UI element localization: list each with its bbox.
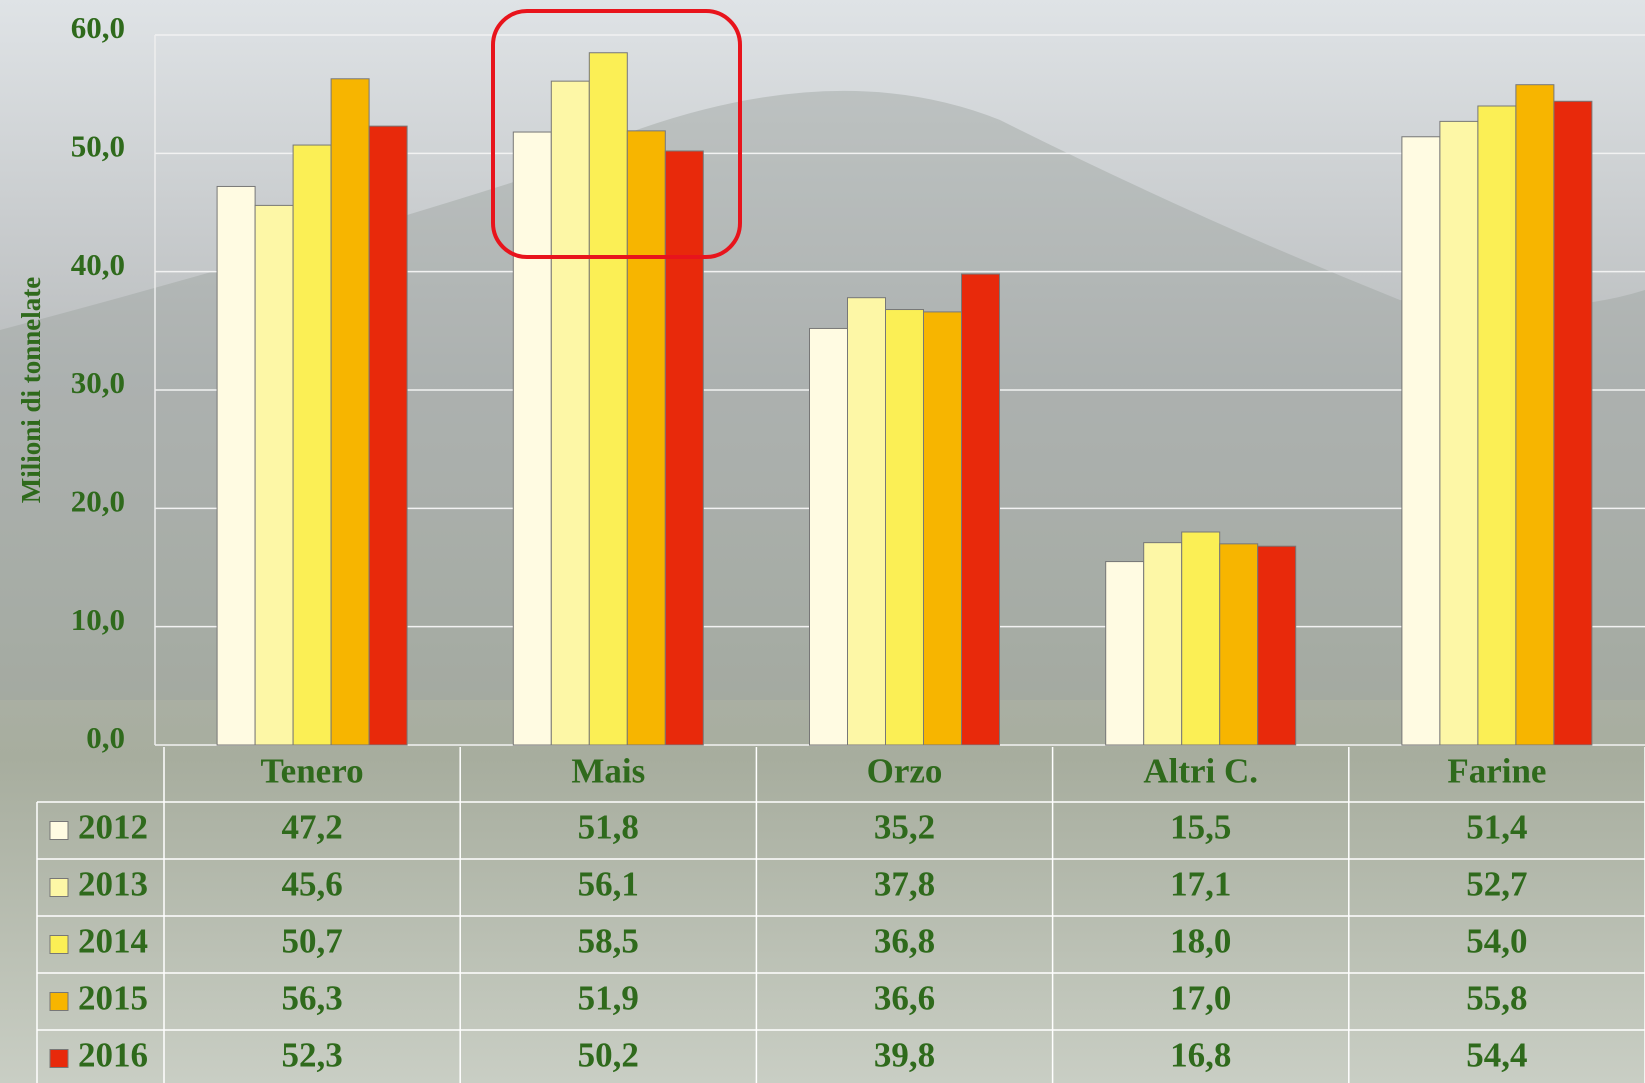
data-label: 50,2 (578, 1036, 639, 1075)
data-label: 58,5 (578, 922, 639, 961)
y-tick-label: 50,0 (71, 128, 125, 163)
legend-label: 2013 (78, 865, 148, 904)
y-tick-label: 40,0 (71, 247, 125, 282)
bar (217, 186, 255, 745)
data-label: 47,2 (281, 808, 342, 847)
x-tick-label: Orzo (867, 752, 943, 791)
data-label: 52,3 (281, 1036, 342, 1075)
data-label: 18,0 (1170, 922, 1231, 961)
x-tick-label: Mais (571, 752, 645, 791)
bar (1258, 546, 1296, 745)
data-label: 50,7 (281, 922, 342, 961)
data-label: 56,3 (281, 979, 342, 1018)
y-tick-label: 10,0 (71, 602, 125, 637)
data-label: 55,8 (1466, 979, 1527, 1018)
bar (1478, 106, 1516, 745)
legend-label: 2015 (78, 979, 148, 1018)
data-label: 51,9 (578, 979, 639, 1018)
data-label: 45,6 (281, 865, 342, 904)
legend-label: 2012 (78, 808, 148, 847)
bar (551, 81, 589, 745)
legend-swatch (50, 993, 68, 1011)
bar (810, 328, 848, 745)
x-tick-label: Farine (1447, 752, 1546, 791)
bar (1440, 121, 1478, 745)
y-axis-label: Milioni di tonnelate (16, 277, 46, 504)
bar (665, 151, 703, 745)
bar (848, 298, 886, 745)
legend-swatch (50, 879, 68, 897)
bar (1106, 562, 1144, 745)
bar (513, 132, 551, 745)
bar (589, 53, 627, 745)
bar (1144, 543, 1182, 745)
data-label: 54,4 (1466, 1036, 1527, 1075)
y-tick-label: 30,0 (71, 365, 125, 400)
bar (924, 312, 962, 745)
bar (1402, 137, 1440, 745)
legend-swatch (50, 822, 68, 840)
bar (1516, 85, 1554, 745)
x-tick-label: Tenero (261, 752, 364, 791)
data-label: 36,6 (874, 979, 935, 1018)
bar (962, 274, 1000, 745)
bar (255, 205, 293, 745)
bar (1554, 101, 1592, 745)
y-tick-label: 60,0 (71, 10, 125, 45)
chart: Milioni di tonnelate 0,0 10,0 20,0 30,0 40,0… (0, 0, 1645, 1083)
legend-swatch (50, 936, 68, 954)
data-label: 56,1 (578, 865, 639, 904)
data-label: 51,4 (1466, 808, 1527, 847)
legend-label: 2014 (78, 922, 148, 961)
bar (331, 79, 369, 745)
data-label: 36,8 (874, 922, 935, 961)
data-label: 52,7 (1466, 865, 1527, 904)
data-label: 39,8 (874, 1036, 935, 1075)
bar (369, 126, 407, 745)
bar (886, 310, 924, 745)
bar (627, 131, 665, 745)
y-tick-label: 20,0 (71, 483, 125, 518)
legend-label: 2016 (78, 1036, 148, 1075)
data-label: 37,8 (874, 865, 935, 904)
x-tick-label: Altri C. (1143, 752, 1258, 791)
bar (293, 145, 331, 745)
bar (1220, 544, 1258, 745)
data-label: 54,0 (1466, 922, 1527, 961)
data-label: 15,5 (1170, 808, 1231, 847)
data-label: 17,0 (1170, 979, 1231, 1018)
y-tick-label: 0,0 (86, 720, 125, 755)
legend-swatch (50, 1050, 68, 1068)
data-label: 17,1 (1170, 865, 1231, 904)
data-label: 35,2 (874, 808, 935, 847)
data-label: 16,8 (1170, 1036, 1231, 1075)
data-label: 51,8 (578, 808, 639, 847)
bar (1182, 532, 1220, 745)
